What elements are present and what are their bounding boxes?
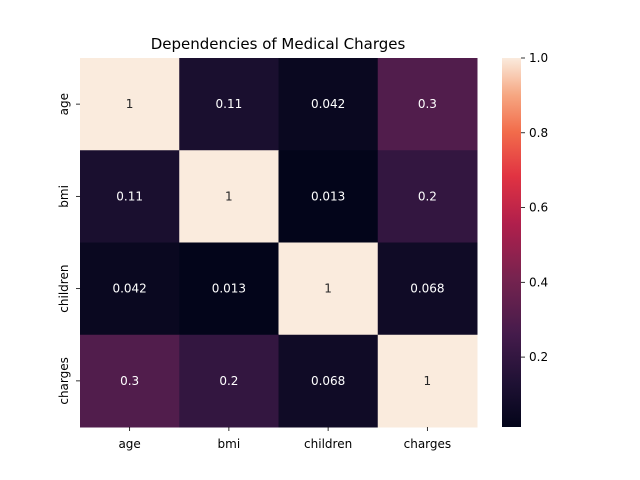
- x-tick-label: bmi: [218, 437, 241, 451]
- cell-value-label: 0.042: [311, 97, 345, 111]
- cell-value-label: 1: [225, 189, 233, 203]
- heatmap-cell-children-bmi: [179, 242, 279, 336]
- x-tick-label: charges: [404, 437, 452, 451]
- cell-value-label: 0.11: [116, 189, 143, 203]
- heatmap-cell-children-age: [80, 242, 180, 336]
- chart-title: Dependencies of Medical Charges: [151, 35, 406, 53]
- colorbar-tick-label: 0.8: [529, 126, 548, 140]
- y-tick-label: bmi: [57, 185, 71, 208]
- cell-value-label: 0.013: [311, 189, 345, 203]
- heatmap-cell-bmi-charges: [377, 150, 478, 243]
- y-tick-label: age: [57, 93, 71, 115]
- cell-value-label: 0.042: [112, 282, 146, 296]
- cell-value-label: 0.2: [418, 189, 437, 203]
- x-axis: age bmi children charges: [118, 427, 451, 451]
- colorbar-tick-label: 1.0: [529, 51, 548, 65]
- heatmap-cell-charges-age: [80, 334, 180, 428]
- heatmap-cell-bmi-children: [278, 150, 379, 243]
- cell-value-label: 1: [424, 374, 432, 388]
- cell-value-label: 0.2: [219, 374, 238, 388]
- colorbar: 0.2 0.4 0.6 0.8 1.0: [502, 51, 548, 427]
- heatmap-cell-charges-bmi: [179, 334, 279, 428]
- heatmap-cell-age-age: [80, 58, 180, 151]
- cell-value-label: 0.068: [311, 374, 345, 388]
- colorbar-tick-label: 0.6: [529, 201, 548, 215]
- y-tick-label: charges: [57, 357, 71, 405]
- heatmap-cell-age-charges: [377, 58, 478, 151]
- heatmap-cell-bmi-bmi: [179, 150, 279, 243]
- colorbar-ticks: 0.2 0.4 0.6 0.8 1.0: [521, 51, 548, 364]
- heatmap-cell-charges-charges: [377, 334, 478, 428]
- heatmap-cells: 1 0.11 0.042 0.3 0.11 1 0.013 0.2 0.042 0.013 1 0.0…: [80, 58, 478, 428]
- colorbar-gradient: [502, 58, 521, 427]
- colorbar-tick-label: 0.2: [529, 350, 548, 364]
- cell-value-label: 1: [324, 282, 332, 296]
- heatmap-cell-age-bmi: [179, 58, 279, 151]
- cell-value-label: 0.013: [212, 282, 246, 296]
- heatmap-cell-children-children: [278, 242, 379, 336]
- y-axis: age bmi children charges: [57, 93, 80, 405]
- cell-value-label: 0.11: [216, 97, 243, 111]
- x-tick-label: age: [118, 437, 140, 451]
- heatmap-cell-bmi-age: [80, 150, 180, 243]
- cell-value-label: 0.3: [418, 97, 437, 111]
- heatmap-cell-charges-children: [278, 334, 379, 428]
- heatmap-cell-age-children: [278, 58, 379, 151]
- cell-value-label: 1: [126, 97, 134, 111]
- x-tick-label: children: [304, 437, 352, 451]
- cell-value-label: 0.068: [410, 282, 444, 296]
- y-tick-label: children: [57, 265, 71, 313]
- heatmap-cell-children-charges: [377, 242, 478, 336]
- colorbar-tick-label: 0.4: [529, 275, 548, 289]
- cell-value-label: 0.3: [120, 374, 139, 388]
